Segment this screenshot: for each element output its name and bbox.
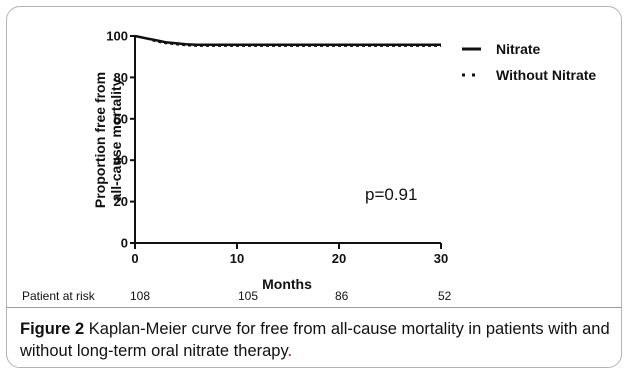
y-axis-label-line1: Proportion free from [92,72,108,208]
y-tick-label: 100 [106,29,128,44]
legend: Nitrate Without Nitrate [462,41,596,83]
km-chart: Proportion free from all-cause mortality… [22,29,596,304]
risk-table-label: Patient at risk [22,289,96,303]
y-tick-label: 60 [114,111,128,126]
risk-table-values: 108 105 86 52 [130,289,452,303]
risk-table-value: 105 [238,289,258,303]
risk-table-value: 52 [438,289,452,303]
survival-curves [134,34,441,47]
y-tick-label: 20 [114,194,128,209]
y-tick-label: 0 [121,236,128,251]
x-tick-label: 10 [230,251,244,266]
axes [134,35,441,244]
p-value-annotation: p=0.91 [365,185,417,204]
x-tick-label: 30 [434,251,448,266]
risk-table-value: 86 [335,289,349,303]
series-line-nitrate [134,34,441,46]
legend-label-without-nitrate: Without Nitrate [496,67,596,83]
series-line-without-nitrate [134,35,441,47]
y-tick-label: 80 [114,70,128,85]
x-tick-label: 20 [332,251,346,266]
x-tick-label: 0 [131,251,138,266]
figure-caption: Figure 2 Kaplan-Meier curve for free fro… [20,318,616,362]
risk-table-value: 108 [130,289,150,303]
y-axis-label: Proportion free from all-cause mortality [92,72,124,208]
y-ticks: 0 20 40 60 80 100 [106,29,135,251]
caption-text: Kaplan-Meier curve for free from all-cau… [20,320,610,360]
x-ticks: 0 10 20 30 [131,243,448,266]
figure-label: Figure 2 [20,320,85,338]
y-tick-label: 40 [114,153,128,168]
caption-period: . [287,342,293,360]
legend-label-nitrate: Nitrate [496,41,541,57]
caption-divider [7,307,621,308]
x-axis-label: Months [262,276,312,292]
y-axis-label-line2: all-cause mortality [108,78,124,201]
